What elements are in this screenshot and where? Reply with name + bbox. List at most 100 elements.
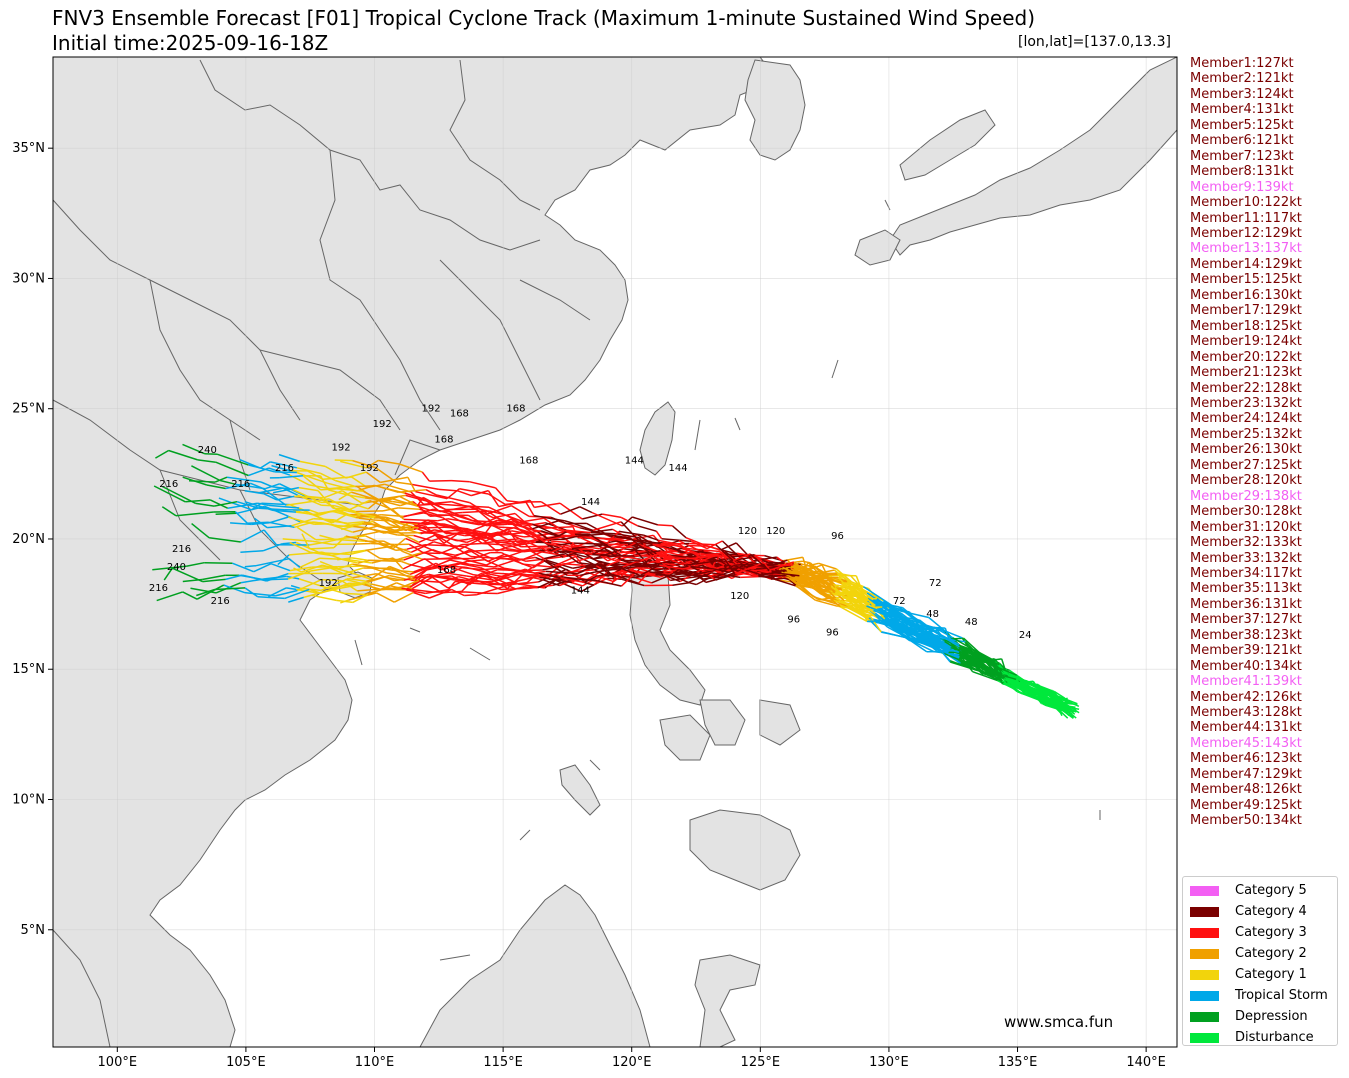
track-segment bbox=[943, 640, 966, 656]
track-segment bbox=[660, 550, 691, 568]
lon-tick-label: 130°E bbox=[869, 1055, 909, 1070]
track-segment bbox=[352, 459, 376, 469]
lon-tick-label: 135°E bbox=[998, 1055, 1038, 1070]
member-entry: Member32:133kt bbox=[1190, 535, 1302, 551]
track-segment bbox=[435, 494, 470, 504]
lat-tick-label: 35°N bbox=[12, 141, 45, 156]
track-segment bbox=[909, 639, 935, 653]
track-segment bbox=[273, 509, 297, 513]
legend-swatch bbox=[1190, 990, 1219, 1001]
track-segment bbox=[365, 576, 384, 582]
track-segment bbox=[411, 576, 433, 590]
track-segment bbox=[873, 609, 890, 618]
track-segment bbox=[920, 638, 942, 652]
track-segment bbox=[437, 514, 469, 517]
track-segment bbox=[449, 559, 470, 566]
track-segment bbox=[356, 530, 382, 537]
track-segment bbox=[1002, 683, 1025, 689]
track-segment bbox=[639, 564, 660, 577]
track-segment bbox=[845, 597, 867, 607]
track-segment bbox=[419, 508, 438, 516]
member-entry: Member4:131kt bbox=[1190, 102, 1294, 118]
track-segment bbox=[482, 540, 496, 544]
track-segment bbox=[202, 578, 226, 583]
track-segment bbox=[711, 572, 724, 576]
track-segment bbox=[550, 547, 561, 554]
track-segment bbox=[769, 561, 795, 572]
track-segment bbox=[640, 553, 659, 562]
track-segment bbox=[693, 558, 726, 566]
track-segment bbox=[655, 530, 663, 540]
track-segment bbox=[484, 559, 505, 569]
track-segment bbox=[462, 574, 488, 582]
hour-label: 216 bbox=[275, 463, 294, 474]
track-segment bbox=[486, 557, 501, 566]
track-segment bbox=[285, 499, 321, 507]
track-segment bbox=[866, 619, 892, 623]
track-segment bbox=[815, 576, 839, 580]
track-segment bbox=[352, 572, 377, 579]
track-segment bbox=[695, 574, 716, 586]
track-segment bbox=[463, 546, 493, 560]
track-segment bbox=[462, 510, 490, 514]
track-segment bbox=[572, 563, 595, 569]
track-segment bbox=[377, 525, 392, 530]
track-segment bbox=[959, 646, 974, 653]
track-segment bbox=[589, 557, 597, 562]
hour-label: 96 bbox=[831, 531, 844, 542]
track-segment bbox=[468, 514, 484, 525]
lat-tick-label: 10°N bbox=[12, 793, 45, 808]
track-segment bbox=[547, 573, 568, 579]
hour-label: 168 bbox=[437, 565, 456, 576]
track-segment bbox=[401, 550, 423, 560]
track-segment bbox=[469, 481, 496, 489]
legend-label: Category 4 bbox=[1235, 904, 1307, 919]
track-segment bbox=[690, 540, 708, 550]
track-segment bbox=[545, 571, 562, 579]
track-segment bbox=[472, 548, 499, 552]
track-segment bbox=[214, 587, 246, 591]
track-segment bbox=[345, 535, 378, 545]
track-segment bbox=[424, 558, 442, 571]
hour-label: 144 bbox=[625, 455, 644, 466]
track-segment bbox=[546, 563, 564, 577]
track-segment bbox=[723, 573, 741, 579]
track-segment bbox=[274, 471, 297, 474]
track-segment bbox=[566, 529, 591, 534]
track-segment bbox=[838, 572, 851, 577]
track-segment bbox=[914, 618, 928, 642]
track-segment bbox=[326, 519, 348, 524]
track-segment bbox=[672, 571, 695, 574]
track-segment bbox=[378, 459, 400, 465]
track-segment bbox=[934, 631, 960, 648]
track-segment bbox=[506, 584, 516, 590]
track-segment bbox=[447, 518, 472, 524]
track-segment bbox=[571, 522, 594, 532]
axis-ticks: 100°E 105°E 110°E 115°E 120°E 125°E 130°E 135°E… bbox=[12, 141, 1166, 1070]
track-segment bbox=[403, 548, 433, 561]
lon-tick-label: 125°E bbox=[741, 1055, 781, 1070]
member-entry: Member12:129kt bbox=[1190, 225, 1302, 241]
hour-label: 96 bbox=[826, 627, 839, 638]
track-segment bbox=[268, 504, 300, 509]
track-segment bbox=[911, 638, 941, 652]
member-entry: Member39:121kt bbox=[1190, 643, 1302, 659]
track-segment bbox=[428, 573, 437, 577]
track-segment bbox=[270, 562, 291, 572]
track-segment bbox=[266, 572, 289, 582]
track-segment bbox=[214, 476, 228, 483]
track-segment bbox=[248, 464, 275, 473]
track-segment bbox=[309, 551, 332, 557]
track-segment bbox=[289, 541, 311, 553]
track-segment bbox=[244, 490, 264, 495]
track-segment bbox=[215, 512, 237, 516]
track-segment bbox=[320, 582, 350, 594]
track-segment bbox=[365, 545, 396, 552]
member-entry: Member19:124kt bbox=[1190, 334, 1302, 350]
track-segment bbox=[518, 517, 545, 524]
track-segment bbox=[253, 563, 272, 573]
track-segment bbox=[287, 516, 315, 526]
track-segment bbox=[595, 572, 612, 578]
track-segment bbox=[672, 581, 690, 587]
hour-label: 216 bbox=[159, 479, 178, 490]
